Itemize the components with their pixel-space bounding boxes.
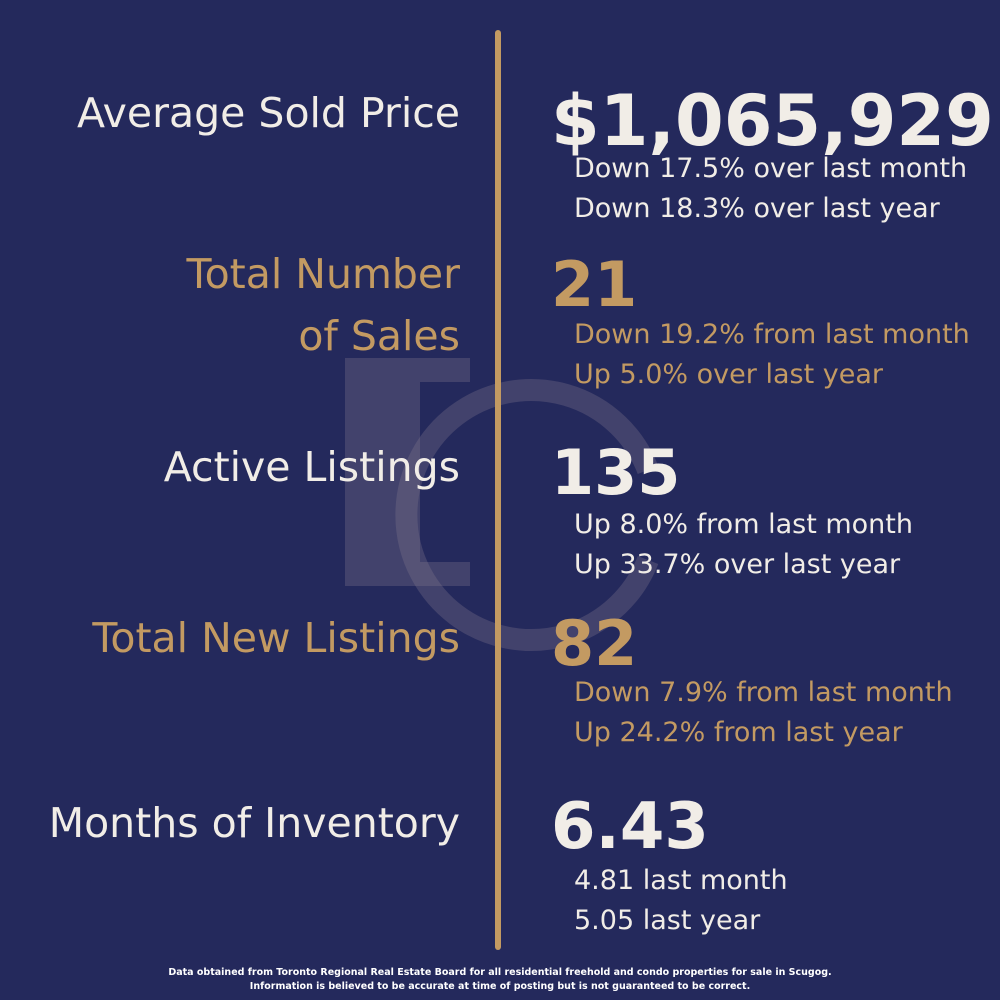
average-sold-price-value: $1,065,929: [551, 80, 994, 162]
average-sold-price-change-month: Down 17.5% over last month: [574, 153, 968, 184]
total-number-of-sales-value: 21: [551, 248, 638, 321]
total-number-of-sales-label: Total Number of Sales: [186, 250, 461, 360]
total-new-listings-value: 82: [551, 607, 638, 680]
total-new-listings-change-year: Up 24.2% from last year: [574, 717, 903, 748]
months-of-inventory-value: 6.43: [551, 790, 709, 864]
total-number-of-sales-change-year: Up 5.0% over last year: [574, 359, 883, 390]
active-listings-value: 135: [551, 436, 681, 509]
center-divider: [495, 30, 501, 950]
disclaimer-line-2: Information is believed to be accurate a…: [249, 981, 751, 992]
total-new-listings-change-month: Down 7.9% from last month: [574, 677, 953, 708]
average-sold-price-change-year: Down 18.3% over last year: [574, 193, 940, 224]
months-of-inventory-label: Months of Inventory: [48, 799, 460, 847]
active-listings-label: Active Listings: [163, 443, 460, 491]
total-number-of-sales-change-month: Down 19.2% from last month: [574, 319, 970, 350]
total-new-listings-label: Total New Listings: [92, 614, 460, 662]
months-of-inventory-last-year: 5.05 last year: [574, 905, 761, 936]
disclaimer-line-1: Data obtained from Toronto Regional Real…: [168, 967, 832, 978]
active-listings-change-month: Up 8.0% from last month: [574, 509, 913, 540]
disclaimer-footer: Data obtained from Toronto Regional Real…: [0, 966, 1000, 994]
active-listings-change-year: Up 33.7% over last year: [574, 549, 901, 580]
average-sold-price-label: Average Sold Price: [77, 89, 460, 137]
months-of-inventory-last-month: 4.81 last month: [574, 865, 788, 896]
